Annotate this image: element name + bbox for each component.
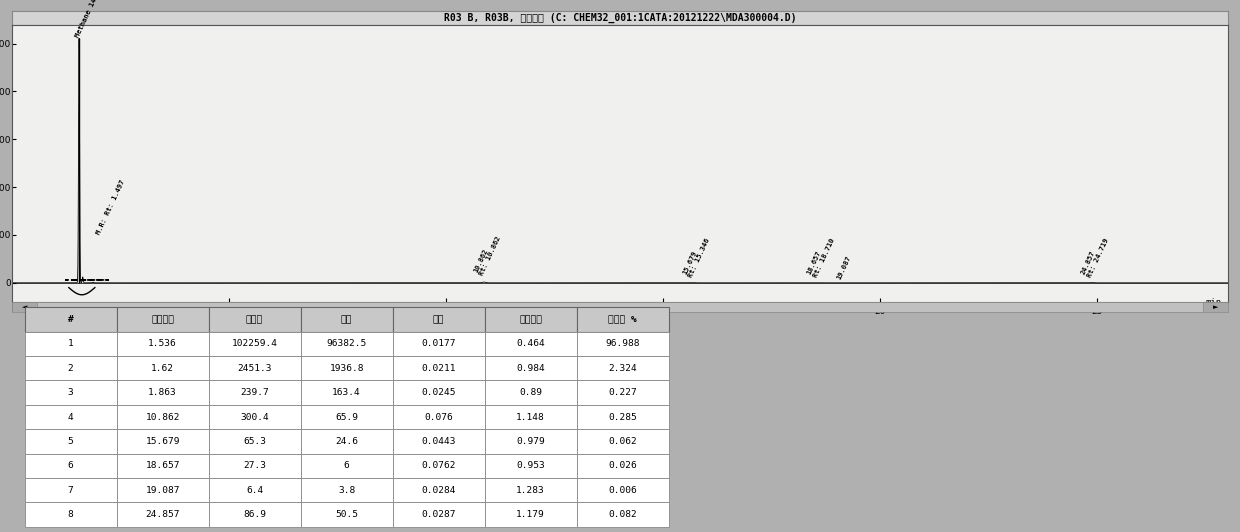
Bar (1203, 302, 1228, 312)
Text: 19.087: 19.087 (836, 254, 852, 280)
Text: 10.862
Rt: 10.862: 10.862 Rt: 10.862 (472, 233, 502, 277)
Text: 15.679
Rt: 15.346: 15.679 Rt: 15.346 (682, 234, 712, 278)
Text: Methane 141.93: Methane 141.93 (74, 0, 105, 39)
Text: M.R: Rt: 1.497: M.R: Rt: 1.497 (95, 179, 126, 235)
Text: 18.657
Rt: 18.710: 18.657 Rt: 18.710 (806, 235, 836, 279)
Text: 24.857
Rt: 24.719: 24.857 Rt: 24.719 (1080, 234, 1110, 278)
Text: ◄: ◄ (22, 304, 27, 310)
Text: R03 B, R03B, 検出信号 (C: CHEM32_001:1CATA:20121222\MDA300004.D): R03 B, R03B, 検出信号 (C: CHEM32_001:1CATA:2… (444, 12, 796, 23)
Text: ►: ► (1213, 304, 1218, 310)
Text: min: min (1205, 298, 1223, 307)
Bar (12, 302, 37, 312)
